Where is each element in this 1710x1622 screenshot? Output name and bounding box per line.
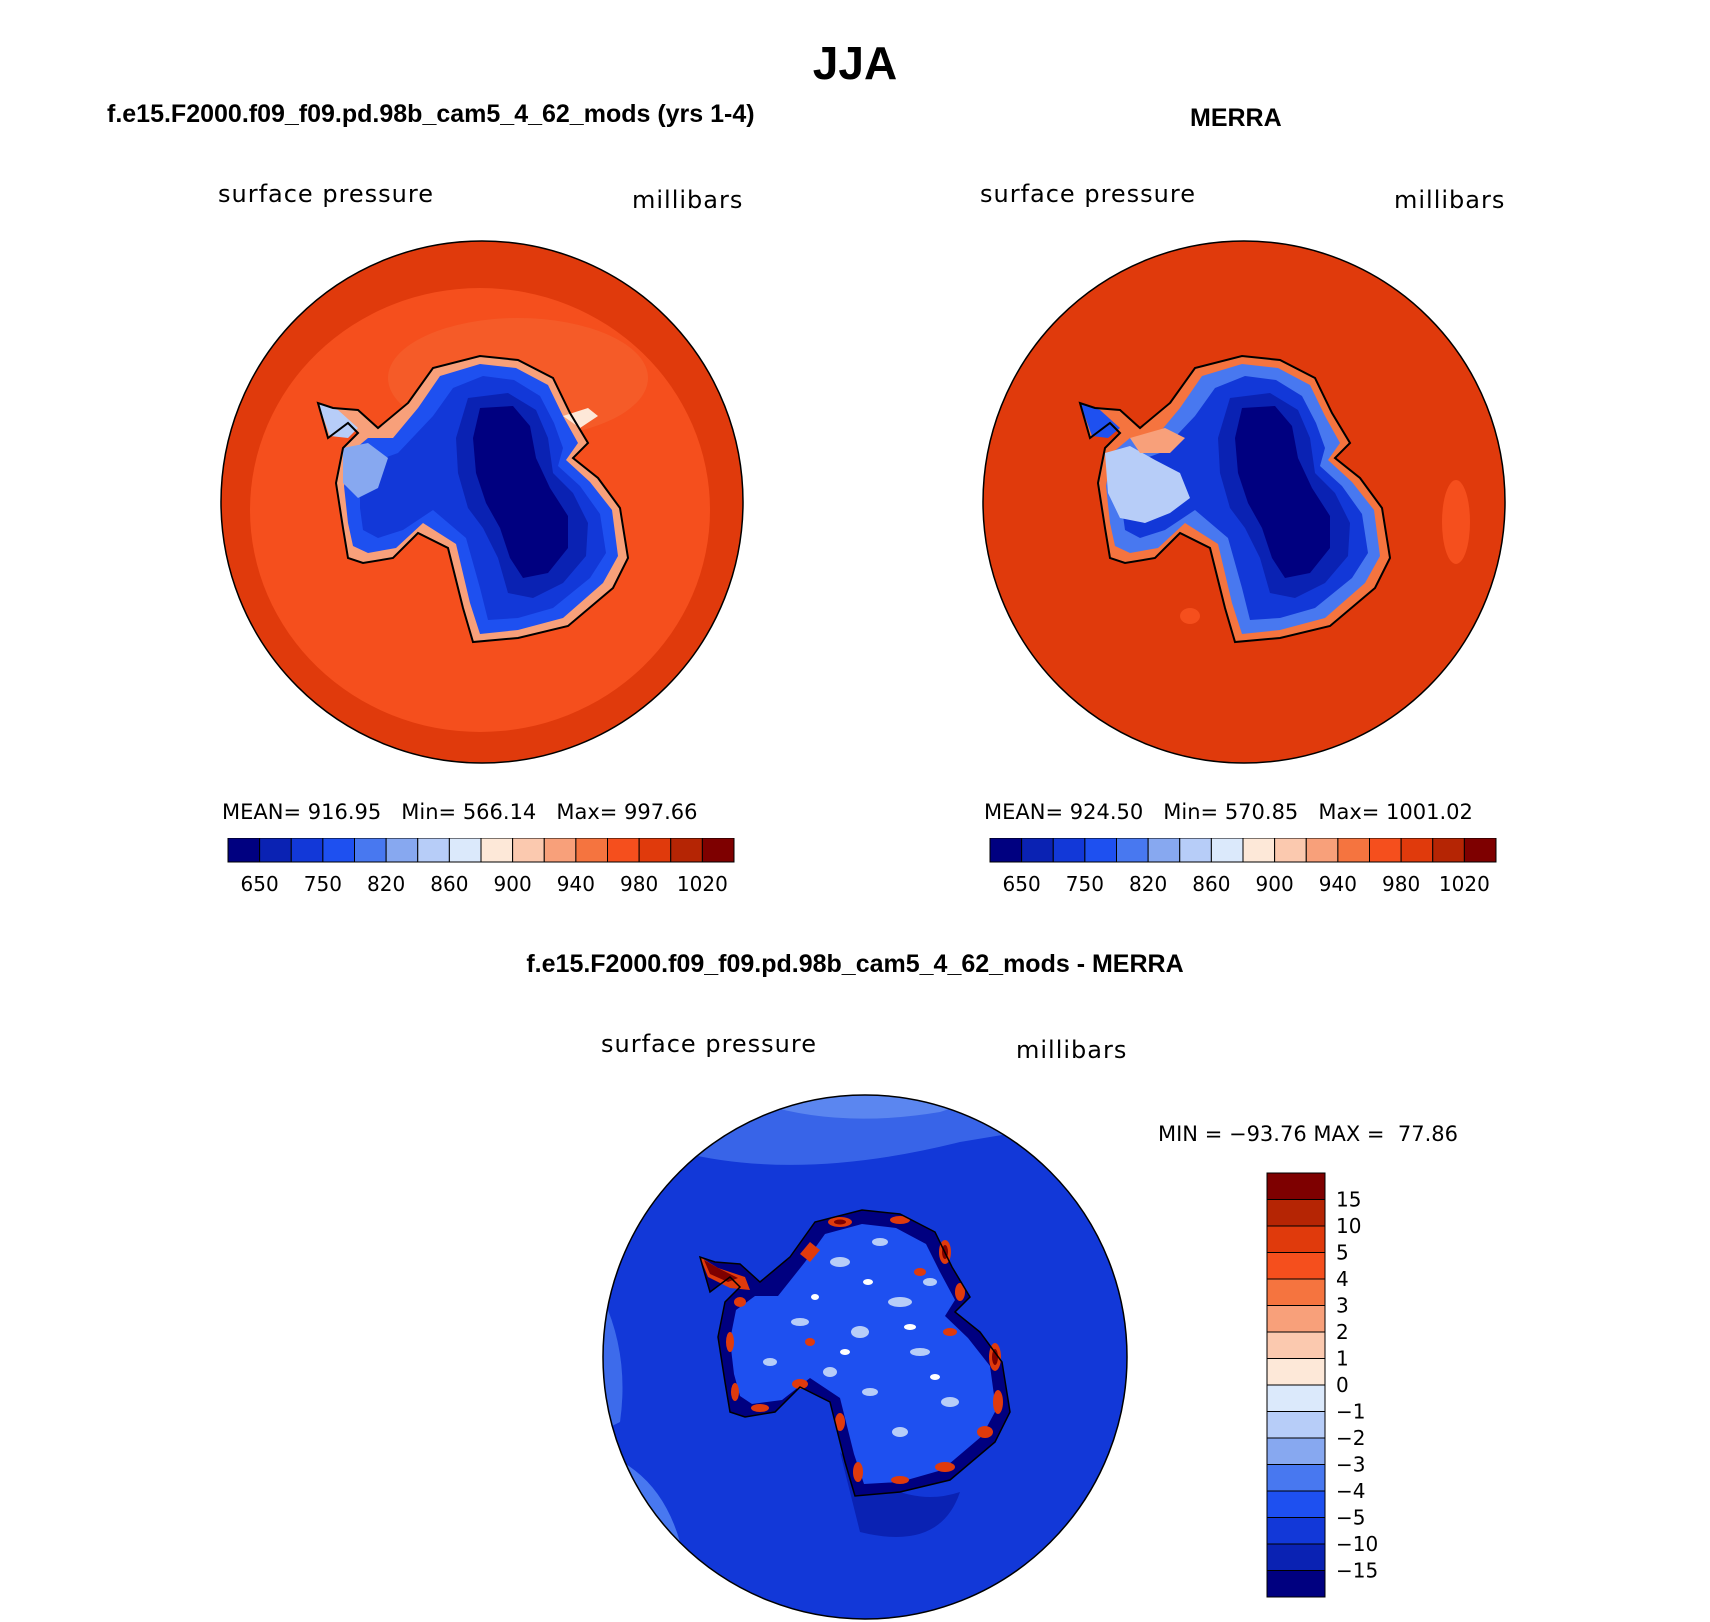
- colorbar-swatch-model: [670, 838, 703, 863]
- panel-title-model: f.e15.F2000.f09_f09.pd.98b_cam5_4_62_mod…: [107, 100, 755, 128]
- colorbar-swatch-model: [543, 838, 577, 863]
- colorbar-label-model: 1020: [677, 872, 728, 896]
- colorbar-swatch-diff: [1266, 1464, 1326, 1492]
- colorbar-swatch-obs: [1210, 838, 1244, 863]
- colorbar-swatch-model: [638, 838, 672, 863]
- colorbar-swatch-obs: [1116, 838, 1149, 863]
- colorbar-swatch-obs: [1369, 838, 1402, 863]
- colorbar-swatch-obs: [1147, 838, 1181, 863]
- colorbar-label-diff: 5: [1336, 1241, 1349, 1265]
- colorbar-label-obs: 1020: [1439, 872, 1490, 896]
- colorbar-swatch-model: [701, 838, 735, 863]
- panel-title-diff: f.e15.F2000.f09_f09.pd.98b_cam5_4_62_mod…: [526, 950, 1184, 978]
- stats-obs: MEAN= 924.50 Min= 570.85 Max= 1001.02: [984, 800, 1473, 824]
- colorbar-swatch-model: [354, 838, 387, 863]
- colorbar-swatch-diff: [1266, 1278, 1326, 1306]
- map-diff: [602, 1094, 1128, 1620]
- colorbar-label-model: 750: [304, 872, 342, 896]
- colorbar-swatch-model: [417, 838, 450, 863]
- colorbar-label-model: 860: [430, 872, 468, 896]
- colorbar-label-diff: 1: [1336, 1347, 1349, 1371]
- variable-label-diff: surface pressure: [601, 1030, 817, 1058]
- colorbar-label-diff: 2: [1336, 1320, 1349, 1344]
- colorbar-swatch-diff: [1266, 1252, 1326, 1280]
- colorbar-label-obs: 650: [1003, 872, 1041, 896]
- colorbar-label-model: 650: [241, 872, 279, 896]
- colorbar-label-model: 900: [494, 872, 532, 896]
- units-label-diff: millibars: [1016, 1036, 1128, 1064]
- colorbar-swatch-diff: [1266, 1517, 1326, 1545]
- colorbar-label-obs: 820: [1129, 872, 1167, 896]
- units-label-model: millibars: [632, 186, 744, 214]
- colorbar-swatch-diff: [1266, 1305, 1326, 1333]
- colorbar-label-diff: −3: [1336, 1453, 1365, 1477]
- colorbar-swatch-diff: [1266, 1543, 1326, 1571]
- colorbar-swatch-diff: [1266, 1437, 1326, 1465]
- colorbar-label-model: 980: [620, 872, 658, 896]
- map-model: [220, 240, 744, 764]
- colorbar-swatch-diff: [1266, 1331, 1326, 1359]
- colorbar-label-diff: −5: [1336, 1506, 1365, 1530]
- colorbar-model: 650 750 820 860 900 940 980 1020: [227, 838, 735, 896]
- colorbar-obs: 650 750 820 860 900 940 980 1020: [989, 838, 1497, 896]
- colorbar-swatch-diff: [1266, 1172, 1326, 1200]
- colorbar-swatch-model: [480, 838, 514, 863]
- colorbar-label-obs: 940: [1319, 872, 1357, 896]
- colorbar-swatch-model: [448, 838, 482, 863]
- colorbar-label-model: 820: [367, 872, 405, 896]
- panel-title-obs: MERRA: [1190, 104, 1282, 132]
- map-obs: [982, 240, 1506, 764]
- colorbar-swatch-diff: [1266, 1411, 1326, 1439]
- colorbar-swatch-diff: [1266, 1199, 1326, 1227]
- minmax-diff: MIN = −93.76 MAX = 77.86: [1158, 1122, 1458, 1146]
- colorbar-label-diff: 0: [1336, 1373, 1349, 1397]
- colorbar-swatch-obs: [1463, 838, 1497, 863]
- colorbar-swatch-obs: [1337, 838, 1370, 863]
- colorbar-label-diff: 3: [1336, 1294, 1349, 1318]
- colorbar-label-diff: −4: [1336, 1479, 1365, 1503]
- colorbar-swatch-model: [290, 838, 324, 863]
- figure-title: JJA: [812, 37, 898, 89]
- colorbar-swatch-model: [322, 838, 355, 863]
- colorbar-swatch-model: [607, 838, 640, 863]
- colorbar-swatch-model: [575, 838, 608, 863]
- colorbar-swatch-obs: [1305, 838, 1339, 863]
- colorbar-label-diff: −1: [1336, 1400, 1365, 1424]
- colorbar-label-diff: −15: [1336, 1559, 1378, 1583]
- colorbar-swatch-model: [512, 838, 545, 863]
- colorbar-label-diff: 4: [1336, 1267, 1349, 1291]
- colorbar-swatch-diff: [1266, 1490, 1326, 1518]
- colorbar-swatch-obs: [1432, 838, 1465, 863]
- colorbar-swatch-diff: [1266, 1384, 1326, 1412]
- colorbar-swatch-diff: [1266, 1570, 1326, 1598]
- colorbar-swatch-model: [259, 838, 292, 863]
- colorbar-swatch-obs: [1179, 838, 1212, 863]
- colorbar-swatch-model: [385, 838, 419, 863]
- colorbar-swatch-diff: [1266, 1358, 1326, 1386]
- colorbar-label-obs: 750: [1066, 872, 1104, 896]
- units-label-obs: millibars: [1394, 186, 1506, 214]
- stats-model: MEAN= 916.95 Min= 566.14 Max= 997.66: [222, 800, 698, 824]
- colorbar-label-diff: −2: [1336, 1426, 1365, 1450]
- colorbar-swatch-obs: [1084, 838, 1117, 863]
- variable-label-obs: surface pressure: [980, 180, 1196, 208]
- colorbar-label-diff: −10: [1336, 1532, 1378, 1556]
- colorbar-label-obs: 860: [1192, 872, 1230, 896]
- colorbar-label-diff: 15: [1336, 1188, 1361, 1212]
- colorbar-swatch-diff: [1266, 1225, 1326, 1253]
- colorbar-label-obs: 980: [1382, 872, 1420, 896]
- colorbar-swatch-obs: [1242, 838, 1276, 863]
- colorbar-label-model: 940: [557, 872, 595, 896]
- colorbar-swatch-obs: [1052, 838, 1086, 863]
- colorbar-label-diff: 10: [1336, 1214, 1361, 1238]
- colorbar-swatch-obs: [1274, 838, 1307, 863]
- colorbar-swatch-obs: [1021, 838, 1054, 863]
- colorbar-label-obs: 900: [1256, 872, 1294, 896]
- variable-label-model: surface pressure: [218, 180, 434, 208]
- colorbar-swatch-obs: [1400, 838, 1434, 863]
- colorbar-swatch-obs: [989, 838, 1023, 863]
- colorbar-swatch-model: [227, 838, 261, 863]
